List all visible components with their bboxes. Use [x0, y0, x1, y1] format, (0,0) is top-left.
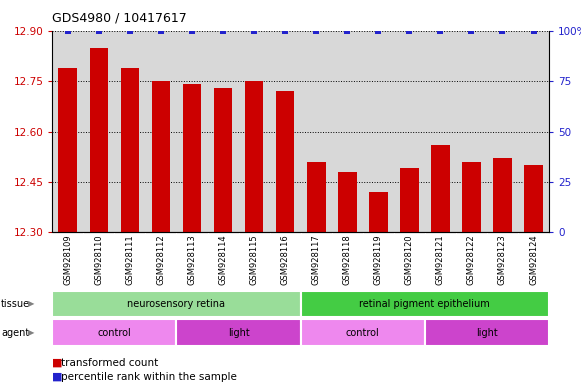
Bar [524, 165, 543, 232]
Text: tissue: tissue [1, 299, 30, 309]
Bar [121, 68, 139, 232]
Text: GSM928113: GSM928113 [188, 234, 196, 285]
Text: GSM928122: GSM928122 [467, 234, 476, 285]
Text: agent: agent [1, 328, 30, 338]
Bar [369, 192, 388, 232]
Text: control: control [346, 328, 379, 338]
Text: light: light [476, 328, 498, 338]
Text: GSM928117: GSM928117 [311, 234, 321, 285]
Text: control: control [98, 328, 131, 338]
Bar [214, 88, 232, 232]
Bar [431, 145, 450, 232]
Text: GSM928116: GSM928116 [281, 234, 290, 285]
Text: GSM928112: GSM928112 [156, 234, 166, 285]
Bar [301, 319, 425, 346]
Text: GSM928115: GSM928115 [250, 234, 259, 285]
Bar [276, 91, 295, 232]
Text: GSM928110: GSM928110 [94, 234, 103, 285]
Text: ▶: ▶ [28, 299, 34, 308]
Bar [493, 159, 512, 232]
Text: GSM928118: GSM928118 [343, 234, 352, 285]
Text: transformed count: transformed count [61, 358, 158, 368]
Bar [52, 291, 301, 317]
Bar [307, 162, 325, 232]
Bar [52, 319, 177, 346]
Text: GSM928114: GSM928114 [218, 234, 228, 285]
Text: neurosensory retina: neurosensory retina [127, 299, 225, 309]
Text: retinal pigment epithelium: retinal pigment epithelium [360, 299, 490, 309]
Text: GSM928119: GSM928119 [374, 234, 383, 285]
Text: GSM928111: GSM928111 [125, 234, 134, 285]
Text: GSM928121: GSM928121 [436, 234, 445, 285]
Bar [59, 68, 77, 232]
Bar [462, 162, 480, 232]
Bar [89, 48, 108, 232]
Text: ▶: ▶ [28, 328, 34, 337]
Bar [301, 291, 549, 317]
Text: GSM928120: GSM928120 [405, 234, 414, 285]
Bar [182, 84, 201, 232]
Text: percentile rank within the sample: percentile rank within the sample [61, 372, 237, 382]
Bar [245, 81, 263, 232]
Text: GSM928124: GSM928124 [529, 234, 538, 285]
Text: light: light [228, 328, 249, 338]
Bar [152, 81, 170, 232]
Text: ■: ■ [52, 372, 63, 382]
Text: GSM928123: GSM928123 [498, 234, 507, 285]
Text: GDS4980 / 10417617: GDS4980 / 10417617 [52, 12, 187, 25]
Text: GSM928109: GSM928109 [63, 234, 72, 285]
Bar [338, 172, 357, 232]
Bar [400, 169, 419, 232]
Bar [425, 319, 549, 346]
Bar [177, 319, 301, 346]
Text: ■: ■ [52, 358, 63, 368]
